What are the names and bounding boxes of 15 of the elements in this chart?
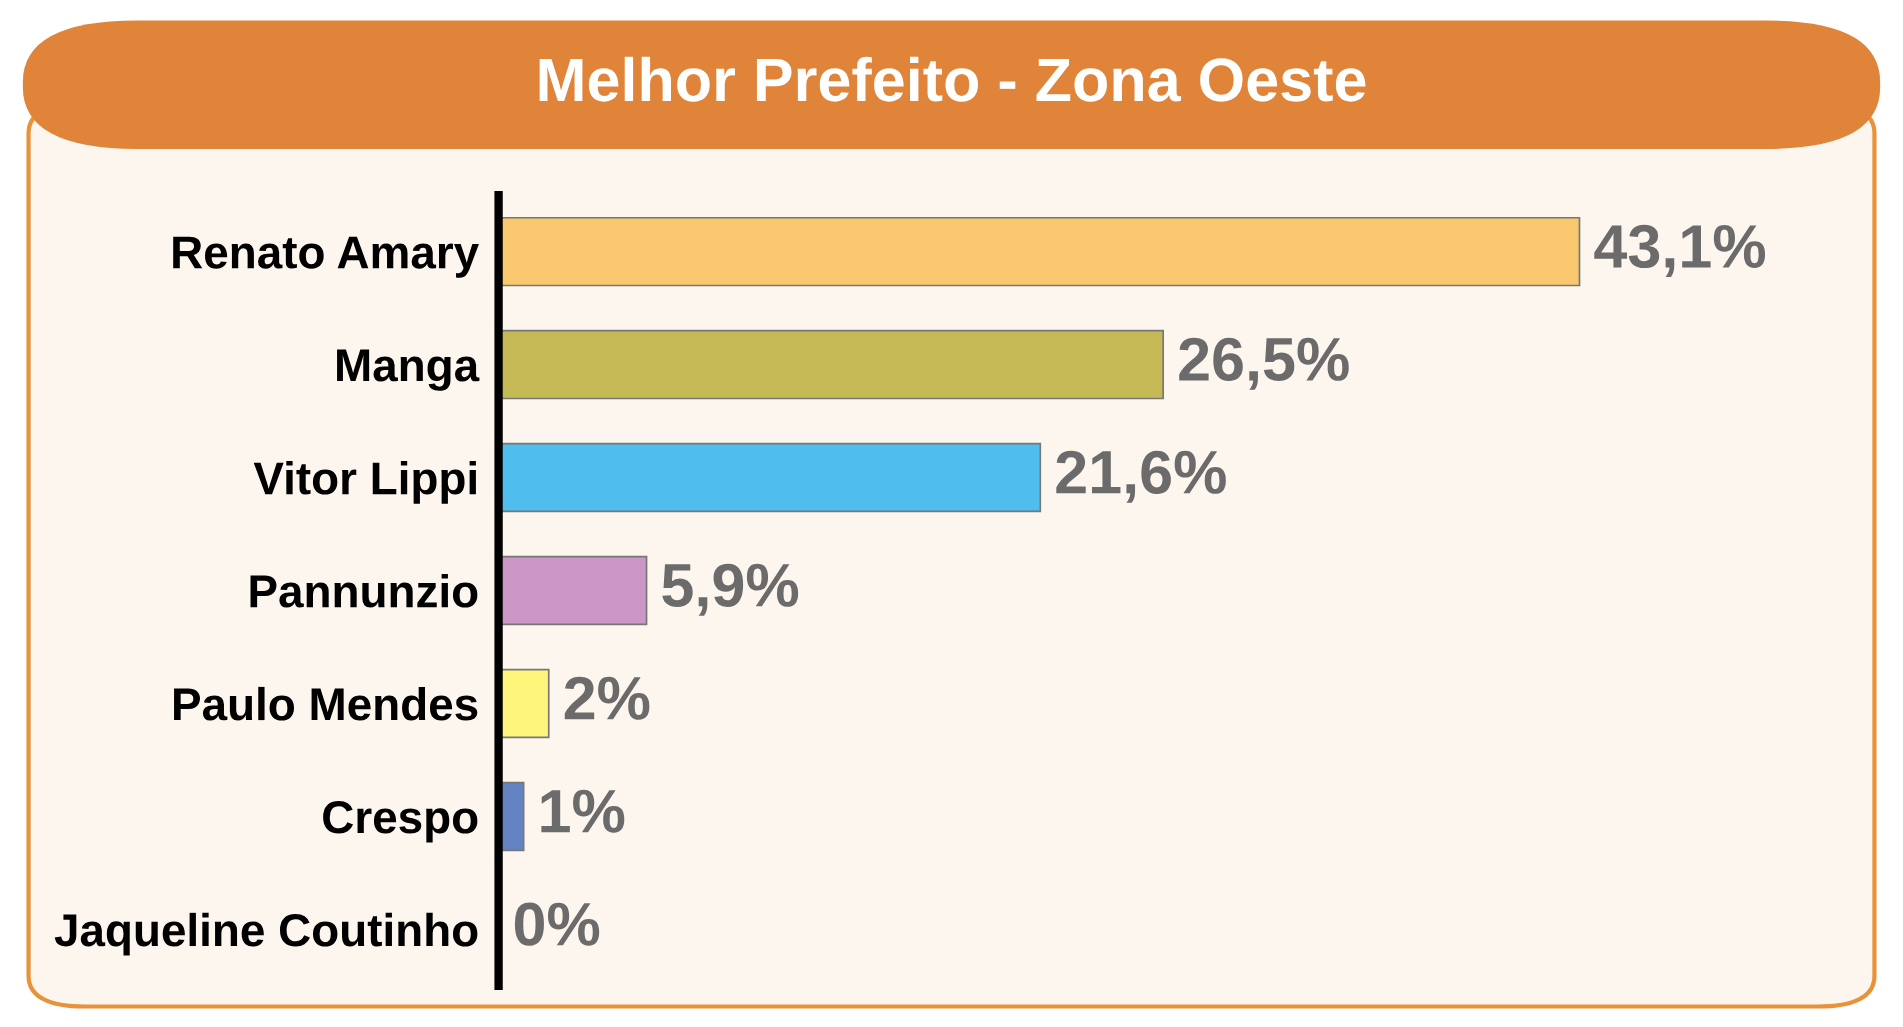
data-label: 43,1%: [1594, 224, 1766, 277]
data-label: 26,5%: [1179, 337, 1349, 390]
y-tick-label: Paulo Mendes: [174, 686, 478, 721]
y-tick-label: Vitor Lippi: [253, 460, 476, 504]
data-label: 21,6%: [1056, 450, 1226, 503]
y-tick-label: Crespo: [323, 801, 478, 843]
y-tick-label: Manga: [337, 349, 480, 391]
y-tick-label: Pannunzio: [250, 573, 478, 608]
data-label: 2%: [564, 676, 650, 720]
data-label: 1%: [541, 789, 625, 833]
y-tick-label: Jaqueline Coutinho: [54, 912, 478, 956]
chart-title: Melhor Prefeito - Zona Oeste: [539, 56, 1366, 102]
data-label: 0%: [514, 902, 600, 946]
y-tick-label: Renato Amary: [173, 236, 479, 278]
data-label: 5,9%: [662, 563, 799, 616]
